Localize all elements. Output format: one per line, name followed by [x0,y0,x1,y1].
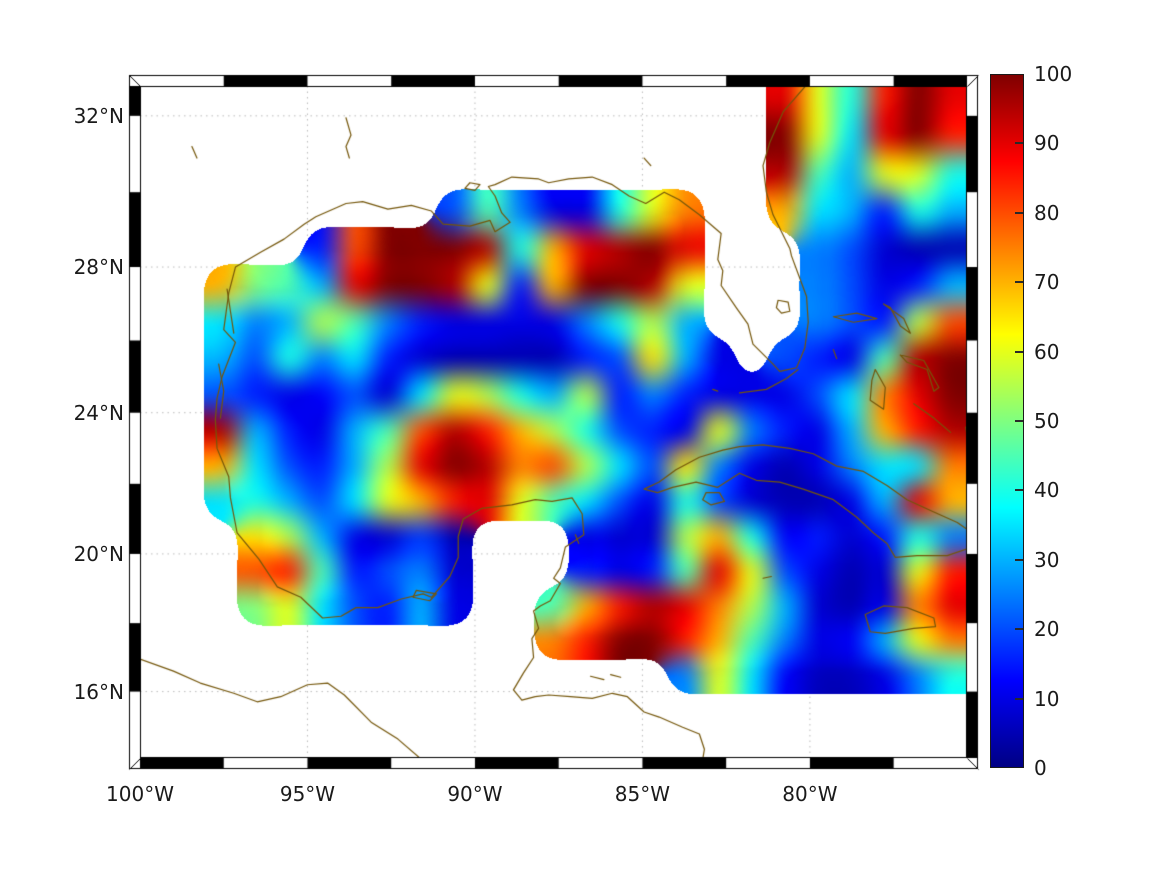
colorbar-tick-label: 90 [1034,131,1060,156]
x-tick-label: 95°W [279,782,336,806]
colorbar-tick [1015,211,1023,214]
colorbar-tick [1015,558,1023,561]
x-tick-label: 100°W [106,782,174,806]
y-tick-label: 20°N [73,541,124,566]
y-tick-label: 16°N [73,679,124,704]
colorbar-tick-label: 100 [1034,62,1073,86]
colorbar-tick-label: 60 [1034,339,1060,364]
y-tick-label: 32°N [73,103,124,128]
colorbar-tick-label: 70 [1034,270,1060,295]
colorbar-tick-label: 20 [1034,617,1060,642]
colorbar-tick-label: 50 [1034,409,1060,433]
y-tick-label: 28°N [73,255,124,280]
y-tick-label: 24°N [73,400,124,425]
colorbar-tick [1015,420,1023,422]
colorbar-tick [1015,281,1023,284]
colorbar-tick [1015,628,1023,631]
colorbar-tick [1015,142,1023,145]
x-tick-label: 85°W [614,782,671,806]
colorbar-tick [1015,697,1023,700]
colorbar-tick-label: 0 [1034,756,1047,780]
colorbar-tick-label: 80 [1034,200,1060,225]
colorbar-tick-label: 40 [1034,478,1060,503]
x-tick-label: 80°W [782,782,838,806]
colorbar-tick-label: 10 [1034,686,1060,711]
x-tick-label: 90°W [447,782,503,806]
colorbar-tick [1015,350,1023,353]
colorbar-tick [1015,489,1023,492]
colorbar-tick-label: 30 [1034,547,1060,572]
